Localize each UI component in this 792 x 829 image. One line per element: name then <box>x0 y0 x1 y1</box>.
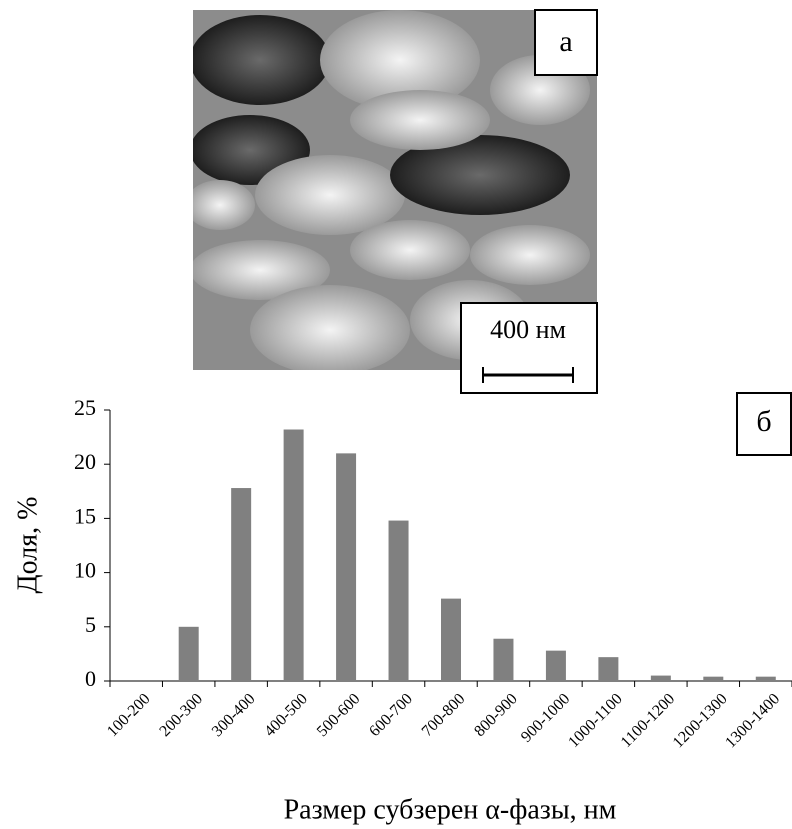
annotation-box <box>736 392 792 456</box>
x-tick-label: 600-700 <box>366 690 416 740</box>
bar <box>178 626 199 681</box>
y-tick-label: 15 <box>74 503 96 528</box>
bar <box>231 488 252 681</box>
bar <box>493 638 514 681</box>
bar <box>388 520 409 681</box>
x-tick-label: 700-800 <box>419 690 469 740</box>
x-tick-label: 400-500 <box>261 690 311 740</box>
x-tick-label: 1000-1100 <box>565 690 626 751</box>
bar <box>598 657 619 681</box>
label-box <box>534 9 598 76</box>
x-tick-label: 100-200 <box>104 690 154 740</box>
y-axis-title: Доля, % <box>12 497 43 594</box>
x-tick-label: 1100-1200 <box>618 690 679 751</box>
y-tick-label: 5 <box>85 612 96 637</box>
panel-label: а <box>559 25 572 58</box>
x-axis-title: Размер субзерен α-фазы, нм <box>284 794 617 825</box>
x-tick-label: 500-600 <box>314 690 364 740</box>
bar <box>336 453 357 681</box>
y-tick-label: 25 <box>74 395 96 420</box>
y-tick-label: 10 <box>74 558 96 583</box>
bar <box>283 429 304 681</box>
bar <box>650 675 671 681</box>
scale-label: 400 нм <box>490 315 566 344</box>
annotation: б <box>756 405 771 438</box>
bar <box>545 650 566 681</box>
x-tick-label: 300-400 <box>209 690 259 740</box>
bar <box>441 598 461 681</box>
x-tick-label: 200-300 <box>156 690 206 740</box>
x-tick-label: 900-1000 <box>518 690 573 745</box>
x-tick-label: 1200-1300 <box>670 690 731 751</box>
bar <box>755 676 776 681</box>
x-tick-label: 800-900 <box>471 690 521 740</box>
bar <box>703 676 724 681</box>
y-tick-label: 20 <box>74 449 96 474</box>
y-tick-label: 0 <box>85 666 96 691</box>
x-tick-label: 1300-1400 <box>722 690 783 751</box>
